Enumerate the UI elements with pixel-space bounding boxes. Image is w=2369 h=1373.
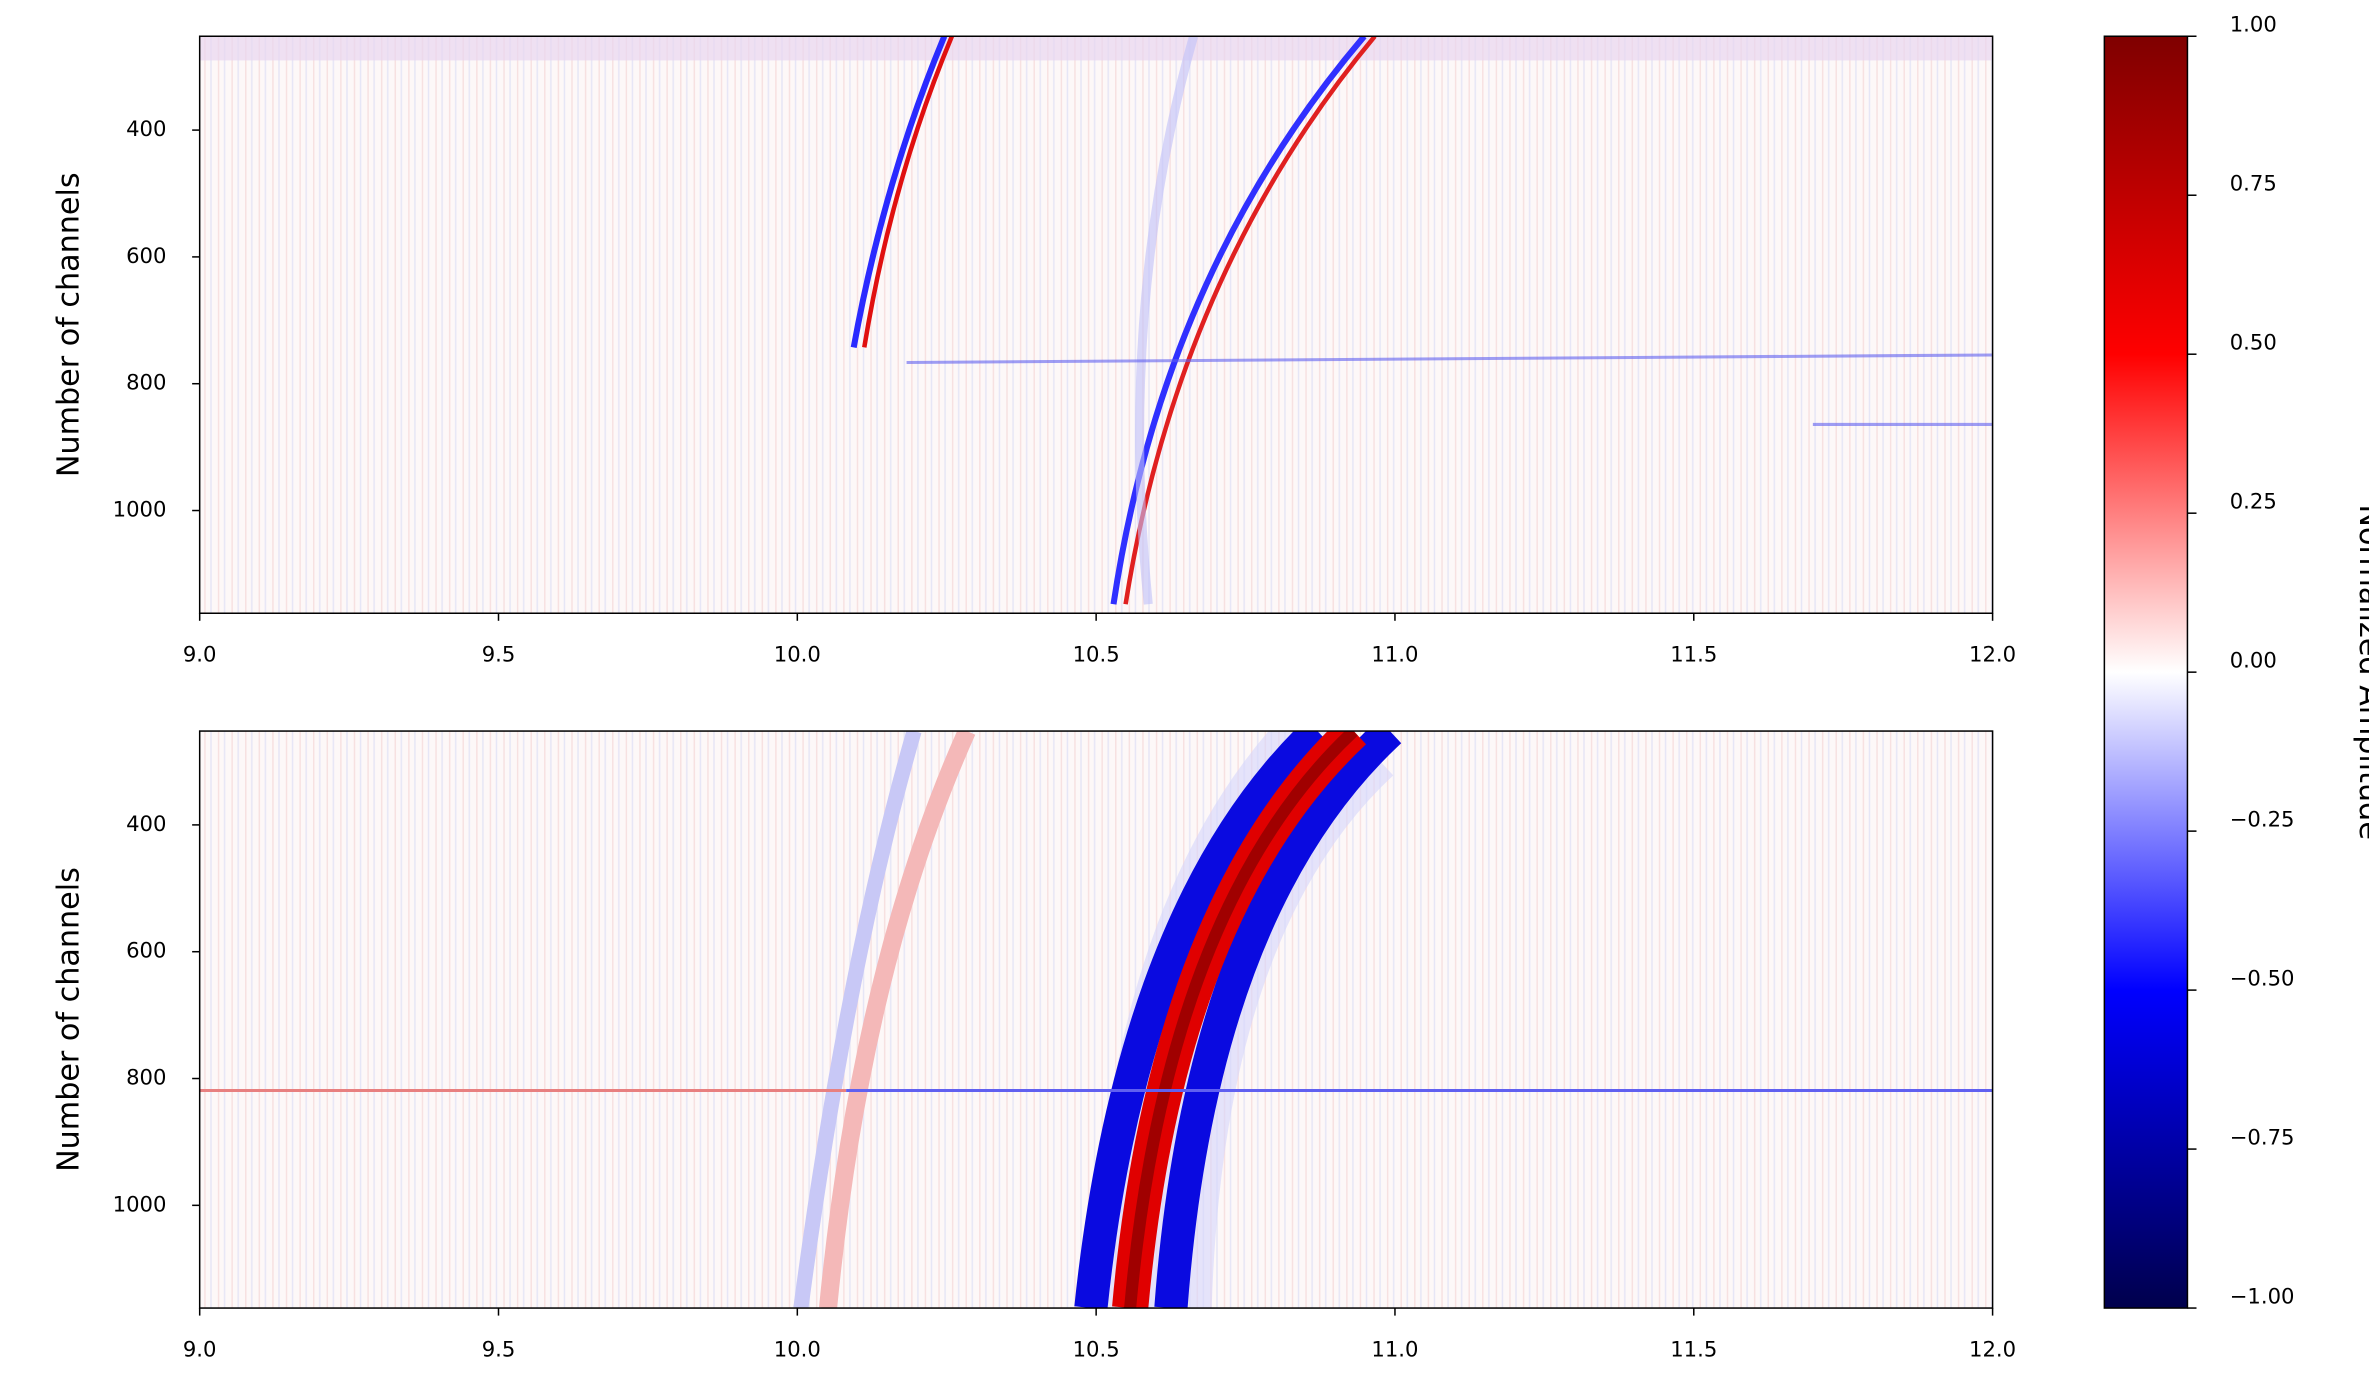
y-tick-label: 800: [126, 370, 166, 395]
x-tick-label: 10.0: [774, 1336, 821, 1361]
colorbar: [2103, 35, 2189, 1309]
y-tick-label: 400: [126, 116, 166, 141]
x-tick-label: 9.0: [183, 642, 217, 667]
colorbar-tick-label: 1.00: [2230, 12, 2277, 37]
y-tick-label: 800: [126, 1065, 166, 1090]
y-axis-label: Number of channels: [51, 867, 86, 1172]
y-axis-label: Number of channels: [51, 172, 86, 477]
x-tick-label: 11.0: [1371, 642, 1418, 667]
colorbar-tick-label: 0.25: [2230, 489, 2277, 514]
x-tick-label: 9.5: [482, 642, 516, 667]
colorbar-tick-label: −1.00: [2230, 1283, 2295, 1308]
colorbar-tick-label: −0.50: [2230, 966, 2295, 991]
colorbar-label: Normalized Amplitude: [2352, 504, 2369, 839]
colorbar-tick-label: 0.50: [2230, 330, 2277, 355]
x-tick-label: 11.5: [1670, 1336, 1717, 1361]
x-tick-label: 9.0: [183, 1336, 217, 1361]
y-tick-label: 1000: [113, 1191, 167, 1216]
x-tick-label: 12.0: [1969, 1336, 2016, 1361]
colorbar-tick-label: −0.25: [2230, 807, 2295, 832]
colorbar-tick-label: 0.75: [2230, 171, 2277, 196]
heatmap-image: [199, 36, 1993, 614]
x-tick-label: 11.5: [1670, 642, 1717, 667]
x-tick-label: 10.5: [1073, 1336, 1120, 1361]
heatmap-image: [199, 731, 1993, 1309]
x-tick-label: 11.0: [1371, 1336, 1418, 1361]
colorbar-tick-label: −0.75: [2230, 1125, 2295, 1150]
y-tick-label: 400: [126, 811, 166, 836]
x-tick-label: 12.0: [1969, 642, 2016, 667]
y-tick-label: 600: [126, 938, 166, 963]
x-tick-label: 9.5: [482, 1336, 516, 1361]
y-tick-label: 1000: [113, 497, 167, 522]
x-tick-label: 10.0: [774, 642, 821, 667]
colorbar-tick-label: 0.00: [2230, 648, 2277, 673]
y-tick-label: 600: [126, 243, 166, 268]
x-tick-label: 10.5: [1073, 642, 1120, 667]
